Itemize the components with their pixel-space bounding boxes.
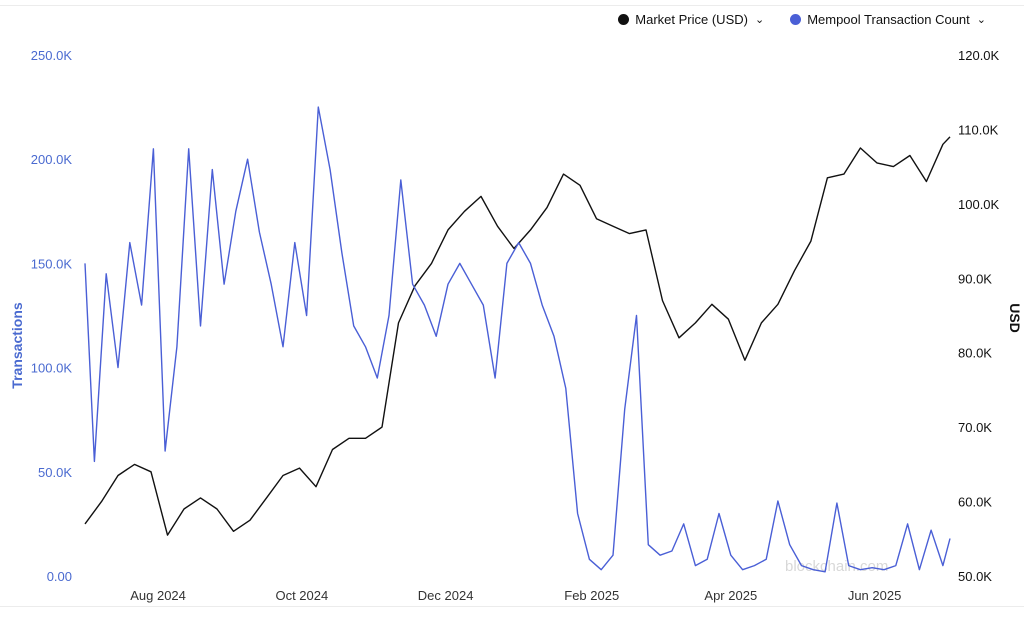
series-line-mempool-count [84,106,951,573]
chart-legend: Market Price (USD) ⌄ Mempool Transaction… [618,12,986,27]
x-tick-label: Dec 2024 [418,588,474,603]
y-right-tick-label: 100.0K [958,197,1000,212]
y-right-tick-label: 70.0K [958,420,992,435]
y-left-tick-label: 150.0K [31,256,73,271]
y-right-tick-label: 60.0K [958,495,992,510]
y-left-tick-label: 50.0K [38,465,72,480]
top-divider [0,5,1024,6]
y-right-tick-label: 50.0K [958,569,992,584]
y-right-tick-label: 80.0K [958,346,992,361]
legend-dot-market-price [618,14,630,25]
y-left-axis-title: Transactions [9,302,25,389]
legend-item-mempool-count[interactable]: Mempool Transaction Count ⌄ [790,12,986,27]
watermark: blockchain.com [785,558,888,575]
y-left-tick-label: 250.0K [31,48,73,63]
x-tick-label: Jun 2025 [848,588,902,603]
legend-item-market-price[interactable]: Market Price (USD) ⌄ [618,12,764,27]
legend-label-market-price: Market Price (USD) [635,12,748,27]
legend-label-mempool-count: Mempool Transaction Count [807,12,970,27]
chevron-down-icon[interactable]: ⌄ [976,14,986,26]
legend-dot-mempool-count [790,14,802,25]
x-tick-label: Apr 2025 [704,588,757,603]
x-tick-label: Aug 2024 [130,588,186,603]
series-line-market-price [84,136,951,536]
y-left-tick-label: 200.0K [31,152,73,167]
chevron-down-icon[interactable]: ⌄ [754,14,765,26]
x-tick-label: Feb 2025 [564,588,619,603]
y-right-axis-title: USD [1007,303,1023,333]
x-tick-label: Oct 2024 [275,588,328,603]
y-right-tick-label: 90.0K [958,271,992,286]
y-right-tick-label: 110.0K [958,122,999,137]
bottom-divider [0,606,1024,607]
y-left-tick-label: 100.0K [31,361,73,376]
y-right-tick-label: 120.0K [958,48,1000,63]
y-left-tick-label: 0.00 [47,569,72,584]
